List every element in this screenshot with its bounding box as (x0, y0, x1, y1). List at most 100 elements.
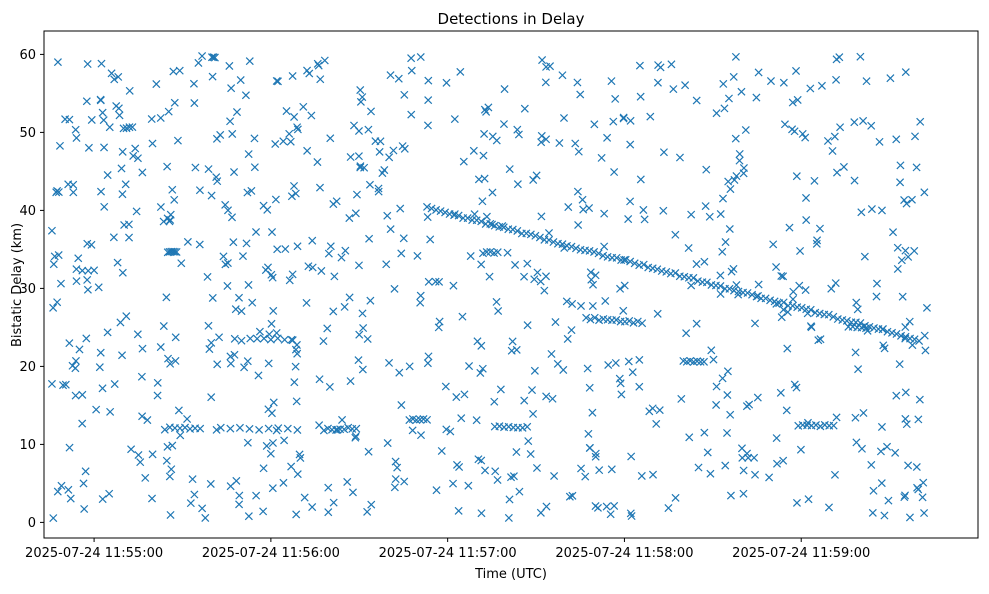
detection-marker (236, 76, 245, 85)
detection-marker (266, 449, 275, 458)
detection-marker (120, 220, 129, 230)
detection-marker (718, 194, 728, 203)
detection-marker (72, 265, 81, 274)
detection-marker (709, 355, 718, 364)
detection-marker (426, 235, 435, 244)
detection-marker (183, 237, 192, 246)
detection-marker (716, 289, 725, 299)
detection-marker (615, 374, 624, 383)
detection-marker (478, 197, 487, 206)
detection-marker (282, 107, 291, 116)
detection-marker (582, 313, 591, 322)
detection-marker (619, 114, 628, 123)
detection-marker (64, 485, 73, 494)
detection-marker (511, 260, 520, 269)
detection-marker (600, 242, 609, 251)
detection-marker (867, 121, 876, 130)
detection-marker (243, 357, 252, 366)
detection-marker (801, 286, 810, 295)
detection-marker (265, 330, 274, 339)
detection-marker (152, 80, 161, 89)
detection-marker (162, 293, 171, 302)
detection-marker (779, 456, 788, 465)
detection-marker (69, 188, 78, 197)
detection-marker (382, 260, 391, 269)
detection-marker (696, 357, 705, 366)
detection-marker (508, 225, 517, 234)
detection-marker (255, 327, 264, 336)
detection-marker (94, 283, 103, 292)
detection-marker (550, 471, 559, 481)
detection-marker (259, 507, 268, 516)
detection-marker (81, 467, 90, 476)
detection-marker (687, 210, 696, 219)
detection-marker (400, 477, 409, 486)
detection-marker (817, 81, 826, 90)
detection-marker (268, 484, 277, 493)
detection-marker (49, 260, 58, 269)
detection-marker (230, 350, 239, 359)
detection-marker (196, 424, 205, 433)
detection-marker (69, 180, 78, 189)
detection-marker (915, 395, 924, 404)
detection-marker (563, 334, 572, 343)
detection-marker (252, 491, 261, 500)
detection-marker (138, 168, 147, 177)
detection-marker (341, 246, 350, 255)
detection-marker (783, 344, 792, 353)
detection-marker (567, 242, 576, 251)
detection-marker (355, 330, 364, 339)
detection-marker (147, 494, 157, 503)
detection-marker (832, 75, 841, 84)
detection-marker (633, 317, 642, 326)
detection-marker (329, 498, 338, 507)
detection-marker (573, 78, 582, 87)
detection-marker (782, 406, 791, 415)
detection-marker (750, 453, 759, 462)
detection-marker (167, 465, 176, 474)
detection-marker (125, 86, 134, 95)
detection-marker (474, 455, 483, 464)
detection-marker (798, 129, 807, 138)
detection-marker (529, 175, 538, 184)
detection-marker (540, 286, 549, 295)
detection-marker (523, 422, 532, 431)
detection-marker (916, 117, 925, 126)
detection-marker (523, 321, 532, 330)
detection-marker (806, 84, 815, 93)
detection-marker (118, 268, 127, 277)
detection-marker (588, 301, 597, 310)
detection-marker (638, 319, 647, 328)
detection-marker (212, 425, 221, 434)
detection-marker (445, 210, 454, 219)
detection-marker (338, 415, 347, 424)
detection-marker (801, 193, 811, 202)
detection-marker (324, 508, 333, 517)
detection-marker (581, 472, 590, 481)
detection-marker (587, 275, 596, 284)
detection-marker (900, 493, 909, 502)
detection-marker (53, 298, 62, 307)
detection-marker (737, 87, 746, 96)
detection-marker (394, 74, 403, 83)
detection-marker (264, 424, 273, 433)
detection-marker (115, 111, 124, 120)
detection-marker (171, 333, 180, 342)
detection-marker (578, 195, 587, 204)
detection-marker (606, 510, 615, 519)
detection-marker (375, 147, 384, 156)
detection-marker (378, 169, 387, 178)
detection-marker (180, 423, 190, 432)
detection-marker (286, 137, 295, 146)
detection-marker (268, 273, 277, 282)
detection-marker (520, 104, 529, 113)
detection-marker (423, 202, 432, 211)
detection-marker (761, 294, 770, 303)
detection-marker (743, 288, 752, 297)
detection-marker (354, 356, 363, 365)
detection-marker (653, 309, 662, 318)
detection-marker (574, 220, 583, 230)
detection-marker (559, 365, 568, 374)
detection-marker (792, 498, 801, 507)
detection-marker (681, 81, 690, 90)
